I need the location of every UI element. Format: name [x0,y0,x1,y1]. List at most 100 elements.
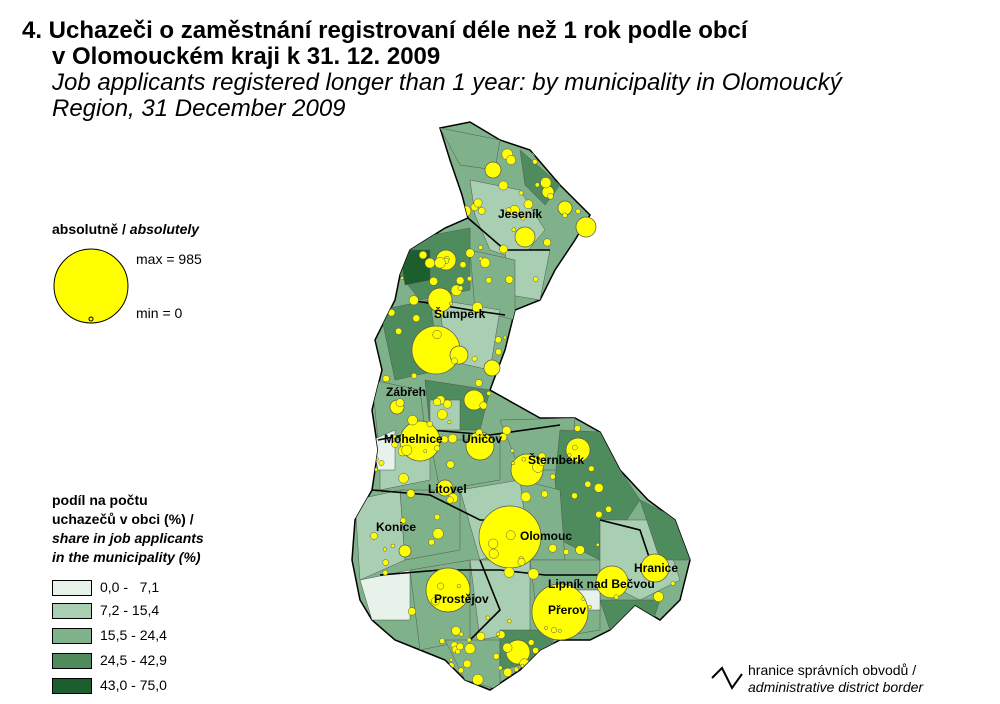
applicant-circle-small [398,473,409,484]
legend-class-label-1: 0,0 - 7,1 [100,579,160,595]
town-label-olomouc: Olomouc [520,529,572,543]
applicant-circle-small [486,391,492,396]
applicant-circle-small [595,510,603,519]
applicant-circle [436,479,454,497]
applicant-circle-small [507,619,512,624]
applicant-circle-small [594,483,604,493]
applicant-circle-small [510,448,515,453]
legend-class-label-4: 24,5 - 42,9 [100,652,167,668]
applicant-circle-small [503,352,514,364]
applicant-circle [514,226,536,248]
applicant-circle-small [459,261,467,269]
applicant-circle-small [532,159,538,165]
applicant-circle [483,359,501,377]
applicant-circle-small [549,473,556,480]
applicant-circle-small [437,582,445,590]
applicant-circle-small [451,626,461,636]
applicant-circle-small [494,336,502,344]
applicant-circle-small [424,257,436,269]
applicant-circle-small [391,249,400,258]
applicant-circle-small [531,148,540,157]
applicant-circle-small [476,631,486,641]
applicant-circle-small [505,207,512,214]
legend-share-line2: uchazečů v obci (%) / [52,511,194,527]
applicant-circle-small [456,584,461,589]
legend-class-label-5: 43,0 - 75,0 [100,677,167,693]
applicant-circle-small [653,591,664,602]
applicant-circle-small [548,544,557,553]
applicant-circle-small [407,607,417,616]
legend-swatch-5 [52,678,92,694]
applicant-circle-small [464,643,476,655]
legend-border-cz: hranice správních obvodů / [748,662,917,678]
applicant-circle-small [550,627,558,634]
applicant-circle-small [432,528,444,540]
applicant-circle-small [439,638,446,644]
legend-min-circle [88,316,94,322]
town-label-mohelnice: Mohelnice [384,432,443,446]
applicant-circle-small [407,415,418,426]
applicant-circle-small [495,631,501,637]
applicant-circle-small [505,275,514,284]
applicant-circle-small [475,379,483,387]
town-label-unicov: Uničov [462,432,502,446]
applicant-circle-small [382,547,387,552]
applicant-circle-small [434,257,446,269]
applicant-circle-small [518,190,524,196]
applicant-circle-small [437,409,448,420]
legend-swatch-2 [52,603,92,619]
town-label-prostejov: Prostějov [434,592,489,606]
applicant-circle-small [378,460,385,466]
applicant-circle [398,544,412,558]
town-label-prerov: Přerov [548,603,586,617]
applicant-circle-small [479,257,491,268]
applicant-circle-small [543,238,552,247]
legend-swatch-4 [52,653,92,669]
applicant-circle-small [532,687,537,690]
applicant-circle-small [564,180,569,185]
applicant-circle-small [435,310,444,319]
legend-class-2: 7,2 - 15,4 [52,602,222,619]
applicant-circle-small [391,440,399,448]
applicant-circle-small [391,274,400,282]
applicant-circle-small [506,155,516,165]
applicant-circle-small [475,428,483,437]
town-label-lipnik: Lipník nad Bečvou [548,577,655,591]
applicant-circle-small [466,637,472,643]
applicant-circle-small [400,517,407,524]
applicant-circle-small [449,188,457,195]
legend-border-label: hranice správních obvodů / administrativ… [748,662,923,696]
applicant-circle-small [479,401,488,410]
map-title: 4. Uchazeči o zaměstnání registrovaní dé… [22,18,982,122]
applicant-circle-small [544,626,548,630]
applicant-circle-small [506,359,512,365]
applicant-circle-small [547,193,554,200]
applicant-circle-small [400,276,404,280]
applicant-circle-small [458,631,464,637]
legend-class-5: 43,0 - 75,0 [52,677,222,694]
applicant-circle-small [456,642,464,651]
applicant-circle-small [457,285,464,291]
legend-min-label: min = 0 [136,305,183,321]
applicant-circle [565,437,591,463]
applicant-circle-small [382,559,389,566]
applicant-circle-small [485,615,490,620]
applicant-circle-small [581,597,586,601]
applicant-circle-small [434,514,441,521]
applicant-circle-small [511,227,517,232]
applicant-circle-small [472,674,484,686]
applicant-circle-small [575,208,581,214]
applicant-circle-small [477,207,486,215]
applicant-circle-small [520,491,532,503]
legend-share-line4: in the municipality (%) [52,549,201,565]
applicant-circle-small [423,449,428,454]
applicant-circle-small [532,647,539,654]
applicant-circle-small [426,420,433,428]
applicant-circle-small [503,335,507,340]
applicant-circle-small [540,177,552,189]
applicant-circle-small [446,193,455,202]
applicant-circle [575,216,597,238]
applicant-circle-small [493,653,500,660]
applicant-circle [531,583,589,641]
applicant-circle-small [605,505,612,513]
